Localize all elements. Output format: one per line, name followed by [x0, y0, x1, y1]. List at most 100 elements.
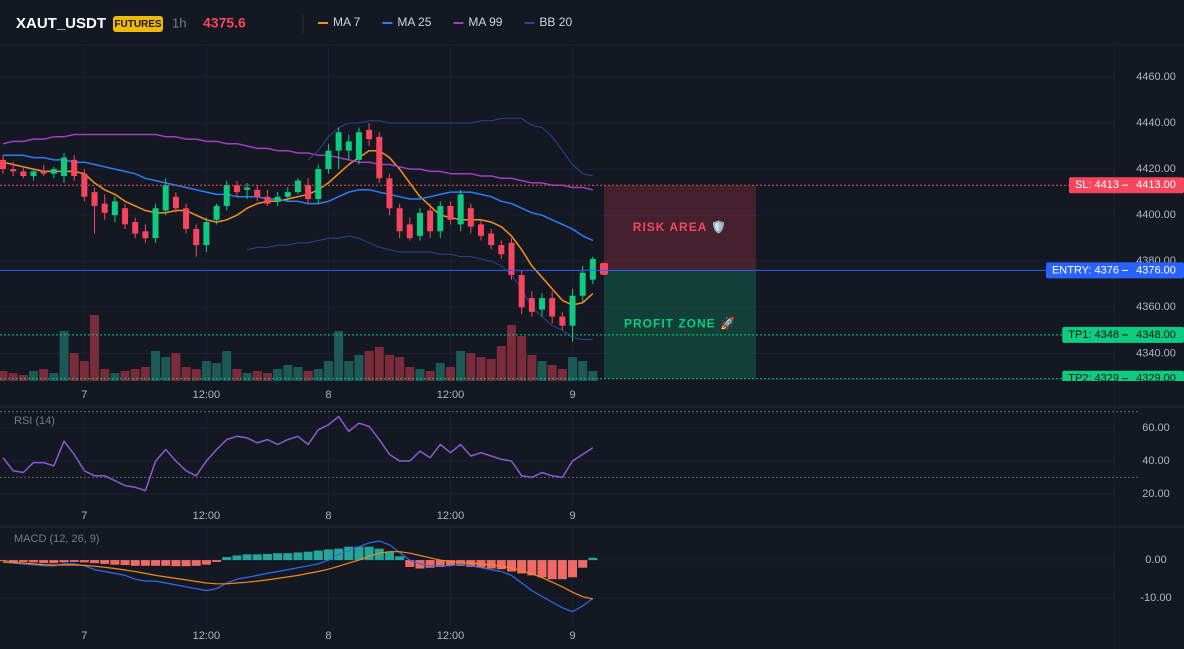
macd-histogram-bar — [212, 560, 222, 562]
macd-histogram-bar — [405, 560, 415, 567]
volume-bar — [344, 361, 354, 381]
volume-bar — [0, 371, 8, 381]
volume-bar — [140, 367, 150, 381]
y-tick-label: 20.00 — [1142, 488, 1170, 500]
volume-bar — [507, 325, 516, 381]
badge-bg — [113, 16, 163, 32]
macd-histogram-bar — [486, 560, 496, 569]
y-tick-label: 4460.00 — [1136, 71, 1176, 83]
candle-body — [345, 141, 352, 151]
macd-histogram-bar — [354, 546, 364, 561]
macd-histogram-bar — [395, 556, 405, 561]
volume-bar — [466, 353, 476, 381]
volume-bar — [456, 351, 466, 381]
level-box — [1045, 262, 1184, 279]
volume-bar — [90, 315, 100, 381]
macd-histogram-bar — [69, 560, 79, 562]
volume-bar — [354, 355, 364, 381]
volume-bar — [222, 351, 232, 381]
candle-body — [152, 208, 159, 239]
macd-histogram-bar — [527, 560, 537, 576]
volume-bar — [557, 369, 567, 381]
volume-bar — [384, 355, 394, 381]
candle-body — [294, 180, 301, 193]
symbol: XAUT_USDT — [16, 15, 106, 32]
volume-bar — [191, 369, 201, 381]
ma-line — [3, 154, 594, 242]
volume-bar — [201, 361, 211, 381]
macd-histogram-bar — [547, 560, 557, 580]
candle-body — [376, 136, 383, 179]
volume-bar — [283, 365, 293, 381]
candle-body — [213, 205, 220, 220]
panel-title: MACD (12, 26, 9) — [14, 533, 100, 545]
signal-line — [2, 551, 594, 600]
x-tick-label: 12:00 — [437, 630, 465, 642]
x-tick-label: 9 — [569, 630, 575, 642]
macd-histogram-bar — [364, 546, 374, 561]
candle-body — [61, 157, 68, 176]
macd-histogram-bar — [557, 560, 567, 580]
ma-line — [2, 133, 594, 191]
candle-body — [71, 159, 78, 176]
candle-body — [91, 192, 98, 206]
volume-bar — [588, 371, 598, 381]
macd-histogram-bar — [273, 553, 283, 561]
macd-histogram-bar — [161, 560, 171, 566]
candle-body — [162, 185, 169, 211]
macd-histogram-bar — [313, 550, 323, 561]
candle-body — [274, 196, 281, 202]
volume-bar — [8, 373, 18, 381]
candle-body — [203, 222, 210, 246]
macd-histogram-bar — [140, 560, 150, 566]
candle-body — [406, 224, 413, 239]
volume-bar — [445, 367, 455, 381]
macd-histogram-bar — [568, 560, 578, 578]
last-price-marker — [600, 262, 608, 275]
bb-lower — [246, 235, 593, 340]
candle-body — [539, 298, 546, 310]
macd-histogram-bar — [59, 560, 69, 563]
macd-histogram-bar — [588, 557, 598, 561]
macd-histogram-bar — [79, 560, 89, 563]
y-tick-label: 40.00 — [1142, 455, 1170, 467]
volume-bar — [171, 353, 181, 381]
x-tick-label: 8 — [325, 630, 331, 642]
level-label: ENTRY: 4376 — [1052, 264, 1119, 276]
candle-body — [30, 171, 37, 176]
candle-body — [101, 203, 108, 213]
candle-body — [264, 196, 271, 204]
volume-bar — [69, 353, 79, 381]
candle-body — [315, 169, 322, 200]
volume-bar — [395, 357, 405, 381]
volume-bar — [252, 371, 262, 381]
legend-label: MA 99 — [468, 15, 502, 29]
candle-body — [427, 210, 434, 232]
zone-label: PROFIT ZONE 🚀 — [624, 317, 736, 331]
macd-histogram-bar — [293, 552, 303, 561]
macd-histogram-bar — [445, 560, 455, 566]
candle-body — [508, 242, 515, 276]
x-tick-label: 9 — [569, 510, 575, 522]
level-price: 4348.00 — [1136, 329, 1176, 341]
candle-body — [518, 275, 525, 308]
x-tick-label: 8 — [325, 510, 331, 522]
candle-body — [335, 132, 342, 151]
candle-body — [122, 208, 129, 225]
volume-bar — [120, 371, 130, 381]
volume-bar — [486, 359, 496, 381]
candle-body — [437, 205, 444, 232]
x-tick-label: 7 — [81, 389, 87, 401]
macd-histogram-bar — [8, 560, 18, 562]
candle-body — [569, 295, 576, 326]
interval: 1h — [172, 15, 186, 30]
volume-bar — [79, 361, 89, 381]
macd-histogram-bar — [100, 560, 110, 564]
macd-histogram-bar — [507, 560, 516, 572]
macd-histogram-bar — [517, 560, 527, 574]
macd-histogram-bar — [303, 551, 313, 561]
volume-bar — [435, 363, 445, 381]
volume-bar — [110, 373, 120, 381]
volume-bar — [323, 361, 333, 381]
volume-bar — [313, 369, 323, 381]
